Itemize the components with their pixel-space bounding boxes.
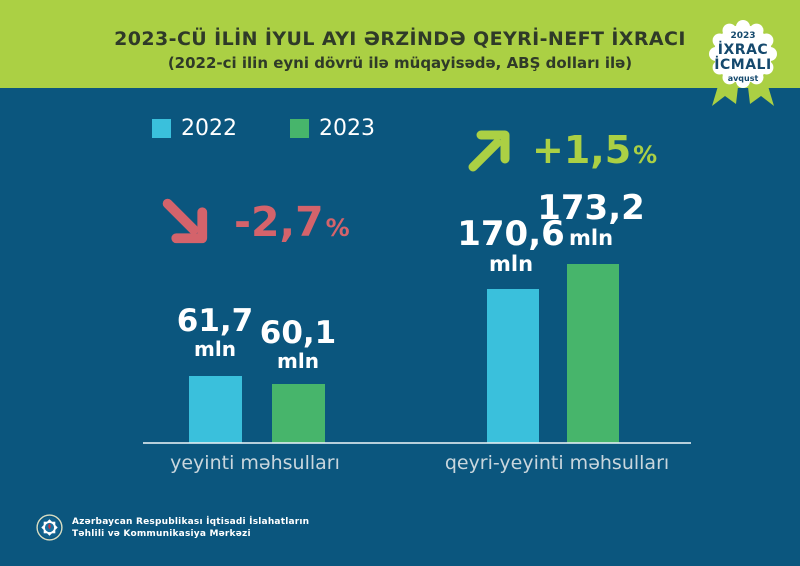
bar-unit: mln [568,226,614,250]
bar-unit: mln [488,252,534,276]
badge-seal-icon [709,20,777,106]
legend-label-2023: 2023 [319,116,375,141]
year-badge: 2023 İXRAC İCMALI avqust [698,8,788,128]
badge-year: 2023 [730,31,756,41]
percent-sign: % [633,141,658,169]
badge-title-line2: İCMALI [714,57,772,73]
header-band [0,0,800,88]
legend-swatch-2022 [152,119,171,138]
trend-down-icon [162,198,208,244]
title-line1: 2023-CÜ İLİN İYUL AYI ƏRZİNDƏ QEYRİ-NEFT… [114,28,686,50]
value-label-nonfood-2023: 173,2 mln [531,190,651,250]
change-value-food: -2,7 % [234,198,350,246]
bar-value: 61,7 [176,303,254,339]
bar-unit: mln [194,337,236,361]
badge-title-line1: İXRAC [717,42,769,58]
value-label-nonfood-2022: 170,6 mln [451,216,571,276]
page-title: 2023-CÜ İLİN İYUL AYI ƏRZİNDƏ QEYRİ-NEFT… [0,27,800,74]
percent-sign: % [325,214,350,242]
legend-label-2022: 2022 [181,116,237,141]
bar-food-2022 [189,376,242,443]
bar-food-2023 [272,384,325,443]
bar-nonfood-2023 [567,264,619,443]
value-label-food-2023: 60,1 mln [248,317,348,373]
category-label-nonfood: qeyri-yeyinti məhsulları [444,452,670,474]
footer: Azərbaycan Respublikası İqtisadi İslahat… [36,514,309,541]
change-number: -2,7 [234,198,324,246]
trend-up-icon [468,130,510,172]
change-indicator-nonfood: +1,5 % [466,126,657,174]
change-number: +1,5 [532,128,632,172]
x-axis-baseline [143,442,691,444]
change-value-nonfood: +1,5 % [532,128,657,172]
change-indicator-food: -2,7 % [160,196,350,248]
org-line1: Azərbaycan Respublikası İqtisadi İslahat… [72,516,310,527]
legend-item-2022: 2022 [152,116,237,141]
bar-value: 60,1 [259,315,337,351]
badge-month: avqust [727,74,759,83]
legend: 2022 2023 [152,116,375,141]
value-label-food-2022: 61,7 mln [165,305,265,361]
title-line2: (2022-ci ilin eyni dövrü ilə müqayisədə,… [167,54,633,72]
bar-value: 173,2 [537,188,645,228]
organization-name: Azərbaycan Respublikası İqtisadi İslahat… [72,516,309,540]
category-label-food: yeyinti məhsulları [170,452,340,474]
seal-scallops [709,20,777,88]
bar-unit: mln [277,349,319,373]
bar-value: 170,6 [457,214,565,254]
bar-nonfood-2022 [487,289,539,443]
state-emblem-icon [36,514,63,541]
org-line2: Təhlili və Kommunikasiya Mərkəzi [72,528,251,539]
legend-item-2023: 2023 [290,116,375,141]
legend-swatch-2023 [290,119,309,138]
